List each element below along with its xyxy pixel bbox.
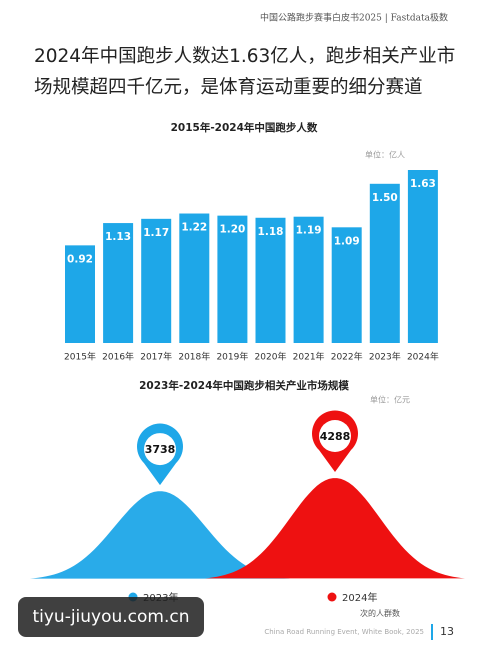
x-tick-label: 2021年 [293, 351, 325, 363]
x-tick-label: 2023年 [369, 351, 401, 363]
x-tick-label: 2015年 [64, 351, 96, 363]
footer-source: China Road Running Event, White Book, 20… [264, 628, 424, 636]
bar [103, 223, 134, 343]
header: 中国公路跑步赛事白皮书2025 | Fastdata极数 [260, 12, 448, 24]
bar [255, 217, 286, 343]
bell-curve [30, 491, 290, 579]
bar-label: 1.20 [219, 224, 245, 236]
bar-label: 1.22 [181, 222, 207, 234]
bar [293, 216, 324, 343]
footer-divider [431, 624, 433, 640]
x-tick-label: 2022年 [331, 351, 363, 363]
headline-line: 场规模超四千亿元，是体育运动重要的细分赛道 [34, 77, 423, 98]
bar [217, 215, 248, 343]
bar-label: 1.63 [410, 178, 436, 190]
unit-label: 单位：亿人 [365, 150, 405, 160]
value-label: 4288 [320, 430, 351, 443]
chart-title: 2023年-2024年中国跑步相关产业市场规模 [139, 379, 349, 392]
headline-line: 2024年中国跑步人数达1.63亿人，跑步相关产业市 [34, 46, 455, 67]
bar-label: 1.18 [258, 226, 284, 238]
x-tick-label: 2016年 [102, 351, 134, 363]
page-number: 13 [440, 625, 454, 638]
bar [331, 227, 362, 343]
bar [179, 213, 210, 343]
bar [407, 170, 438, 343]
bar-label: 1.09 [334, 235, 360, 247]
bar-label: 1.50 [372, 192, 398, 204]
x-tick-label: 2017年 [140, 351, 172, 363]
bar [141, 218, 172, 343]
legend-label: 2024年 [342, 591, 377, 604]
bar-label: 1.19 [296, 225, 322, 237]
legend-marker [327, 592, 337, 602]
bar-label: 0.92 [67, 253, 93, 265]
watermark: tiyu-jiuyou.com.cn [32, 607, 189, 627]
note: 次的人群数 [360, 608, 400, 618]
bar-label: 1.17 [143, 227, 169, 239]
bar [65, 245, 95, 343]
x-tick-label: 2020年 [255, 351, 287, 363]
unit-label: 单位：亿元 [370, 395, 410, 405]
pin-inner [144, 433, 176, 466]
x-tick-label: 2019年 [216, 351, 248, 363]
watermark-box [18, 597, 204, 637]
chart-title: 2015年-2024年中国跑步人数 [171, 121, 318, 134]
x-tick-label: 2024年 [407, 351, 439, 363]
bell-curve [205, 478, 465, 579]
pin-inner [319, 420, 351, 452]
x-tick-label: 2018年 [178, 351, 210, 363]
value-label: 3738 [145, 443, 176, 456]
bar [369, 183, 400, 343]
bar-label: 1.13 [105, 231, 131, 243]
